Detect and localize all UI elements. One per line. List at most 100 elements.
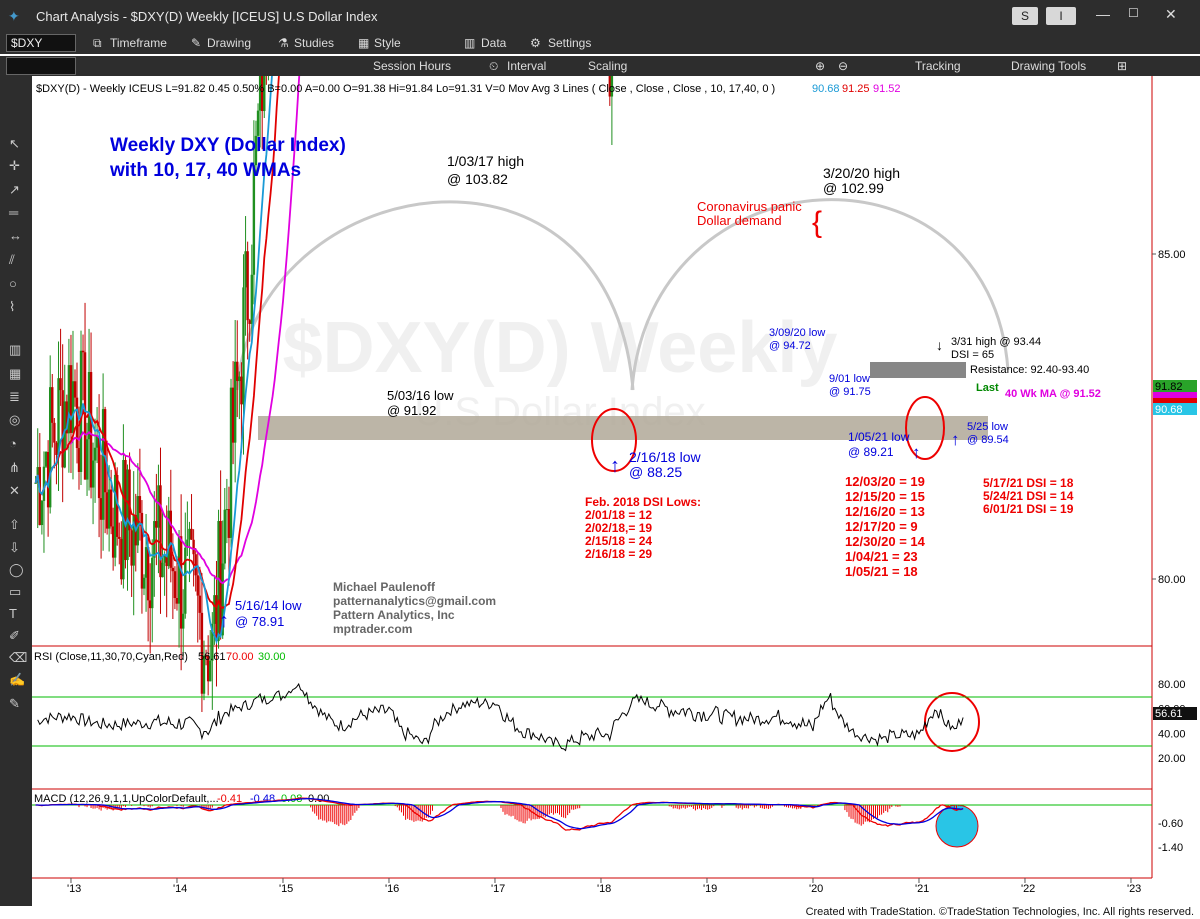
gann-icon[interactable]: ✕ bbox=[9, 483, 20, 498]
low-2021-ellipse bbox=[905, 396, 945, 460]
high-2017-label: 1/03/17 high bbox=[447, 153, 524, 169]
studies-menu[interactable]: Studies bbox=[294, 36, 335, 50]
price-candle bbox=[157, 485, 160, 528]
trendline-icon[interactable]: ↗ bbox=[9, 182, 20, 197]
interval-icon[interactable]: ⏲ bbox=[489, 59, 499, 73]
tracking-menu[interactable]: Tracking bbox=[915, 59, 961, 73]
andrews-icon[interactable]: ⋔ bbox=[9, 460, 20, 475]
symbol-input[interactable]: $DXY bbox=[6, 34, 76, 52]
price-candle bbox=[206, 655, 210, 682]
price-candle bbox=[34, 482, 37, 484]
rectangle-icon[interactable]: ▭ bbox=[9, 584, 22, 599]
time-tick-label: '16 bbox=[385, 883, 399, 895]
price-candle bbox=[89, 372, 93, 488]
channel-icon[interactable]: ⫽ bbox=[9, 252, 15, 267]
ellipse-tool-icon[interactable]: ◯ bbox=[9, 562, 24, 577]
price-candle bbox=[151, 557, 154, 609]
price-candle bbox=[53, 422, 56, 443]
pen-icon[interactable]: ✐ bbox=[9, 628, 20, 643]
symbol-link-s-button[interactable]: S bbox=[1012, 7, 1038, 25]
speed-icon[interactable]: ◔ bbox=[9, 436, 17, 451]
ellipse-icon[interactable]: ○ bbox=[9, 276, 17, 291]
macd-axis: -0.60 -1.40 bbox=[1158, 818, 1183, 854]
price-candle bbox=[140, 512, 144, 589]
drawing-menu[interactable]: Drawing bbox=[207, 36, 252, 50]
price-candle bbox=[231, 387, 235, 443]
price-candle bbox=[215, 595, 218, 642]
price-candle bbox=[40, 500, 44, 526]
macd-tick-label: -0.60 bbox=[1158, 818, 1183, 830]
low-2020-03-value: @ 94.72 bbox=[769, 340, 811, 352]
price-candle bbox=[223, 509, 226, 564]
price-candle bbox=[213, 595, 216, 624]
time-tick-label: '17 bbox=[491, 883, 505, 895]
price-candle bbox=[85, 439, 89, 480]
cycle-icon[interactable]: ◎ bbox=[9, 412, 21, 427]
secondary-toolbar: Session Hours ⏲ Interval Scaling ⊕ ⊖ Tra… bbox=[0, 56, 1200, 76]
price-candle bbox=[105, 492, 109, 529]
style-menu[interactable]: Style bbox=[374, 36, 401, 50]
high-0331-dsi: DSI = 65 bbox=[951, 349, 994, 361]
down-arrow-icon[interactable]: ⇩ bbox=[9, 540, 20, 555]
interval-input[interactable] bbox=[6, 57, 76, 75]
add-icon[interactable]: ⊞ bbox=[1117, 59, 1128, 73]
price-candle bbox=[225, 509, 229, 511]
grid-icon[interactable]: ▦ bbox=[9, 366, 22, 381]
timeframe-icon[interactable]: ⧉ bbox=[93, 36, 102, 50]
close-icon[interactable]: ✕ bbox=[1165, 6, 1177, 22]
price-candle bbox=[608, 76, 612, 97]
watermark-symbol: $DXY(D) Weekly bbox=[283, 308, 838, 388]
pointer-icon[interactable]: ↖ bbox=[9, 136, 20, 151]
data-icon[interactable]: ▥ bbox=[464, 36, 476, 50]
price-candle bbox=[75, 397, 79, 449]
text-icon[interactable]: T bbox=[9, 606, 17, 621]
time-tick-label: '14 bbox=[173, 883, 187, 895]
price-candle bbox=[200, 612, 204, 694]
horizontal-line-icon[interactable]: ═ bbox=[9, 205, 19, 220]
chart-title: Weekly DXY (Dollar Index) bbox=[110, 135, 346, 156]
eraser-icon[interactable]: ⌫ bbox=[9, 650, 28, 665]
maximize-icon[interactable]: ☐ bbox=[1128, 6, 1139, 20]
corona-label-1: Coronavirus panic bbox=[697, 199, 802, 214]
header-ma17: 91.25 bbox=[842, 83, 870, 95]
lock-icon[interactable]: ✎ bbox=[9, 696, 20, 711]
ma10-price-tag: 90.68 bbox=[1155, 404, 1183, 416]
chart-area[interactable]: $DXY(D) Weekly U.S Dollar Index $DXY(D) … bbox=[32, 76, 1200, 906]
settings-menu[interactable]: Settings bbox=[548, 36, 592, 50]
highlight-icon[interactable]: ✍ bbox=[9, 672, 26, 687]
dsi-2021-list: 5/17/21 DSI = 185/24/21 DSI = 146/01/21 … bbox=[983, 476, 1074, 516]
macd-histogram bbox=[39, 805, 962, 827]
fib-icon[interactable]: ≣ bbox=[9, 389, 20, 404]
minimize-icon[interactable]: — bbox=[1096, 6, 1110, 22]
zoom-out-icon[interactable]: ⊖ bbox=[838, 59, 849, 73]
up-arrow-icon[interactable]: ⇧ bbox=[9, 517, 20, 532]
timeframe-menu[interactable]: Timeframe bbox=[110, 36, 167, 50]
interval-menu[interactable]: Interval bbox=[507, 59, 547, 73]
style-icon[interactable]: ▦ bbox=[358, 36, 370, 50]
price-candle bbox=[48, 387, 52, 508]
zoom-in-icon[interactable]: ⊕ bbox=[815, 59, 826, 73]
price-candle bbox=[248, 320, 251, 324]
price-candle bbox=[81, 350, 85, 353]
settings-icon[interactable]: ⚙ bbox=[530, 36, 541, 50]
low-2020-03-label: 3/09/20 low bbox=[769, 327, 825, 339]
price-candle bbox=[221, 563, 224, 636]
studies-icon[interactable]: ⚗ bbox=[278, 36, 289, 50]
price-candle bbox=[111, 526, 115, 558]
symbol-link-i-button[interactable]: I bbox=[1046, 7, 1076, 25]
up-arrow-0525: ↑ bbox=[951, 430, 960, 449]
macd-header: MACD (12,26,9,1,1,UpColorDefault,... bbox=[34, 793, 219, 805]
drawing-icon[interactable]: ✎ bbox=[191, 36, 202, 50]
crosshair-icon[interactable]: ✛ bbox=[9, 158, 20, 173]
scaling-menu[interactable]: Scaling bbox=[588, 59, 628, 73]
data-menu[interactable]: Data bbox=[481, 36, 507, 50]
bars-icon[interactable]: ▥ bbox=[9, 342, 22, 357]
session-hours-menu[interactable]: Session Hours bbox=[373, 59, 452, 73]
pattern-icon[interactable]: ⌇ bbox=[9, 299, 16, 314]
arrows-icon[interactable]: ↔ bbox=[9, 228, 22, 243]
drawing-tools-menu[interactable]: Drawing Tools bbox=[1011, 59, 1087, 73]
price-candle bbox=[217, 520, 220, 642]
dsi-2020-item: 12/03/20 = 19 bbox=[845, 474, 925, 489]
price-candle bbox=[124, 459, 127, 561]
